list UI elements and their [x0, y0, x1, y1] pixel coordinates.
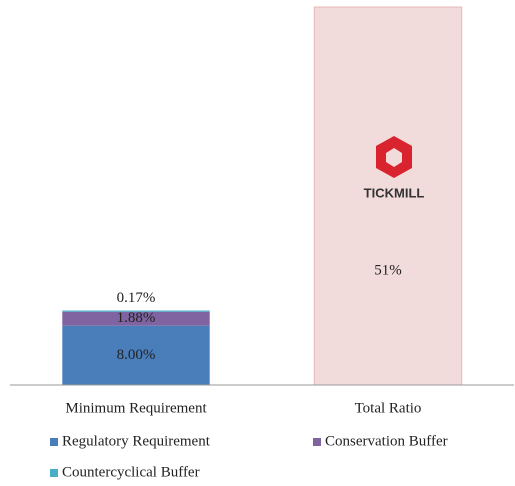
logo: TICKMILL: [364, 136, 425, 200]
legend-swatch: [50, 469, 58, 477]
bar-segment: [62, 325, 210, 385]
data-label: 51%: [374, 262, 402, 278]
legend-label: Conservation Buffer: [325, 433, 448, 449]
logo-hexagon-inner: [386, 148, 402, 167]
legend-label: Countercyclical Buffer: [62, 464, 200, 480]
x-tick-label: Total Ratio: [355, 400, 422, 416]
bar-segment: [313, 6, 463, 386]
data-label: 0.17%: [117, 290, 156, 306]
legend-swatch: [50, 438, 58, 446]
legend-swatch: [313, 438, 321, 446]
data-label: 8.00%: [117, 347, 156, 363]
logo-text: TICKMILL: [364, 185, 425, 200]
bar-segment: [62, 311, 210, 326]
legend-label: Regulatory Requirement: [62, 433, 211, 449]
data-label: 1.88%: [117, 310, 156, 326]
bar-segment: [62, 310, 210, 312]
x-tick-label: Minimum Requirement: [65, 400, 207, 416]
